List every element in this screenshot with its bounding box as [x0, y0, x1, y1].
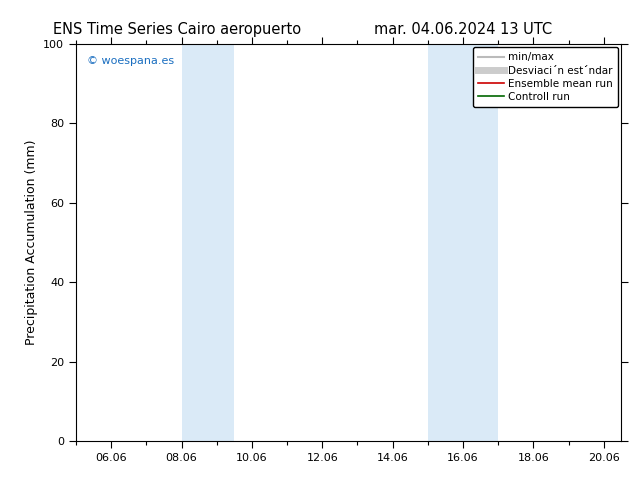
- Legend: min/max, Desviaci´́n est´́ndar, Ensemble mean run, Controll run: min/max, Desviaci´́n est´́ndar, Ensemble…: [473, 47, 618, 107]
- Text: © woespana.es: © woespana.es: [87, 56, 174, 66]
- Bar: [181, 44, 235, 441]
- Y-axis label: Precipitation Accumulation (mm): Precipitation Accumulation (mm): [25, 140, 37, 345]
- Text: ENS Time Series Cairo aeropuerto: ENS Time Series Cairo aeropuerto: [53, 22, 302, 37]
- Text: mar. 04.06.2024 13 UTC: mar. 04.06.2024 13 UTC: [374, 22, 552, 37]
- Bar: [428, 44, 498, 441]
